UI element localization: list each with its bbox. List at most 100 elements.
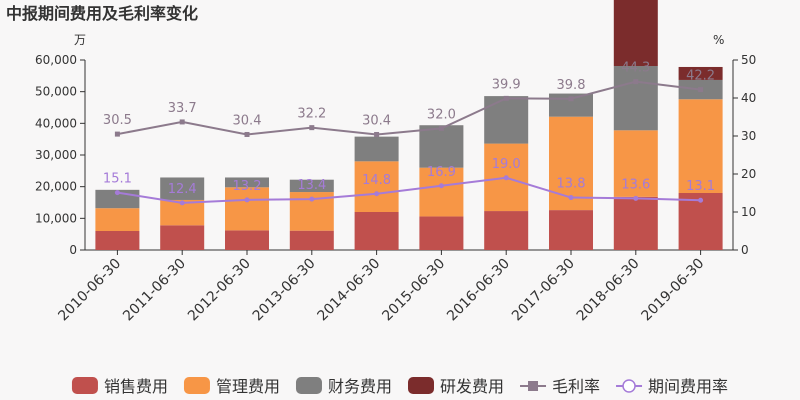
data-label: 30.4 — [233, 113, 262, 128]
bar-segment — [225, 230, 269, 250]
series-line — [117, 176, 701, 204]
left-tick-label: 60,000 — [35, 53, 77, 67]
data-label: 13.4 — [297, 178, 326, 193]
data-label: 13.2 — [233, 179, 262, 194]
bar-segment — [613, 0, 658, 67]
chart-title: 中报期间费用及毛利率变化 — [6, 4, 198, 23]
data-label: 44.3 — [621, 61, 650, 76]
data-label: 30.5 — [103, 113, 132, 128]
line-point — [309, 196, 315, 202]
bar-segment — [160, 225, 205, 250]
line-point — [698, 87, 704, 93]
line-point — [374, 191, 380, 197]
line-point — [114, 190, 120, 196]
legend-label: 管理费用 — [216, 377, 280, 396]
line-point — [179, 119, 185, 125]
left-tick-label: 40,000 — [35, 116, 77, 130]
x-tick-label: 2010-06-30 — [55, 256, 124, 325]
bar-segment — [549, 210, 593, 250]
data-label: 42.2 — [686, 69, 715, 84]
line-point — [438, 183, 444, 189]
line-point — [568, 195, 574, 201]
data-label: 13.1 — [686, 179, 715, 194]
legend-swatch — [71, 377, 98, 394]
bar-segment — [678, 66, 723, 80]
data-label: 30.4 — [362, 113, 391, 128]
left-tick-label: 10,000 — [35, 211, 77, 225]
right-axis-unit: % — [713, 33, 724, 47]
data-label: 15.1 — [103, 172, 132, 187]
bar-segment — [419, 125, 464, 168]
bar-segment — [289, 179, 334, 193]
right-tick-label: 30 — [741, 129, 756, 143]
data-label: 13.8 — [557, 177, 586, 192]
bar-segment — [354, 161, 399, 212]
x-tick-label: 2018-06-30 — [574, 256, 643, 325]
data-label: 19.0 — [492, 157, 521, 172]
data-label: 32.2 — [297, 107, 326, 122]
data-label: 33.7 — [168, 101, 197, 116]
right-tick-label: 50 — [741, 53, 756, 67]
bar-segment — [549, 116, 593, 211]
x-tick-label: 2011-06-30 — [120, 256, 189, 325]
data-label: 12.4 — [168, 182, 197, 197]
line-point — [698, 197, 704, 203]
bar-segment — [419, 216, 464, 250]
line-point — [503, 95, 509, 101]
legend-label: 销售费用 — [104, 377, 168, 396]
data-label: 16.9 — [427, 165, 456, 180]
line-point — [503, 175, 509, 181]
x-tick-label: 2012-06-30 — [185, 256, 254, 325]
line-point — [568, 96, 574, 102]
line-point — [114, 131, 120, 137]
line-point — [374, 131, 380, 137]
bar-segment — [225, 177, 269, 188]
x-tick-label: 2013-06-30 — [250, 256, 319, 325]
lines: 30.5 33.7 30.4 32.2 30.4 32.0 39.9 39.8 44.3 42.2… — [103, 61, 715, 206]
bar-segment — [95, 208, 140, 231]
bar-segment — [613, 196, 658, 250]
line-point — [309, 125, 315, 131]
right-tick-label: 0 — [741, 243, 749, 257]
right-tick-label: 20 — [741, 167, 756, 181]
legend-label: 研发费用 — [440, 377, 504, 396]
bar-segment — [160, 177, 205, 200]
data-label: 39.9 — [492, 77, 521, 92]
data-label: 39.8 — [557, 78, 586, 93]
bar-segment — [289, 230, 334, 250]
line-point — [438, 125, 444, 131]
legend-swatch — [183, 377, 210, 394]
x-tick-label: 2019-06-30 — [639, 256, 708, 325]
bar-segment — [419, 167, 464, 217]
bar-segment — [354, 136, 399, 162]
x-tick-label: 2014-06-30 — [315, 256, 384, 325]
line-point — [244, 197, 250, 203]
legend-marker — [528, 381, 539, 391]
bar-segment — [678, 99, 723, 193]
bar-segment — [613, 130, 658, 197]
x-tick-label: 2016-06-30 — [444, 256, 513, 325]
legend-marker — [622, 379, 636, 393]
legend-label: 毛利率 — [552, 377, 600, 396]
line-point — [244, 131, 250, 137]
left-tick-label: 30,000 — [35, 148, 77, 162]
line-point — [179, 200, 185, 206]
bar-segment — [354, 212, 399, 250]
right-tick-label: 10 — [741, 205, 756, 219]
line-point — [633, 79, 639, 85]
left-axis-unit: 万 — [74, 33, 86, 47]
left-tick-label: 20,000 — [35, 180, 77, 194]
legend-label: 期间费用率 — [648, 377, 728, 396]
x-tick-label: 2017-06-30 — [509, 256, 578, 325]
x-tick-label: 2015-06-30 — [379, 256, 448, 325]
bar-segment — [613, 66, 658, 131]
bars — [95, 0, 723, 250]
legend-label: 财务费用 — [328, 377, 392, 396]
bar-segment — [484, 96, 529, 144]
series-line — [117, 80, 701, 136]
left-tick-label: 0 — [69, 243, 77, 257]
left-tick-label: 50,000 — [35, 85, 77, 99]
right-tick-label: 40 — [741, 91, 756, 105]
bar-segment — [95, 231, 140, 250]
